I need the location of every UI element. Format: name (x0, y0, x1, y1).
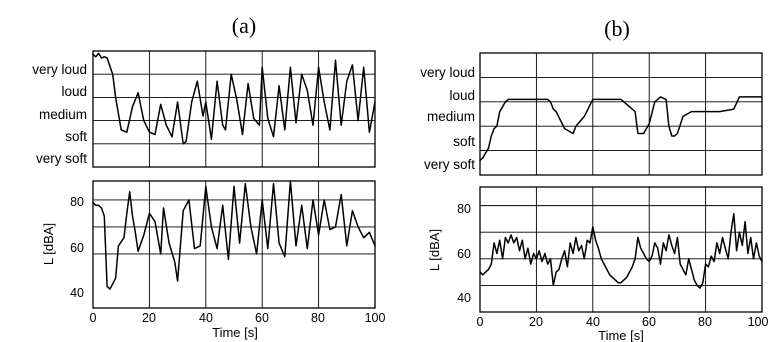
panel-a-level-trace (92, 180, 376, 290)
panel-b-xtick-60: 60 (642, 315, 656, 329)
panel-b-xtick-80: 80 (698, 315, 712, 329)
panel-b-bottom-frame (479, 186, 763, 313)
panel-a-top-grid (93, 51, 375, 167)
panel-b-level-trace (479, 212, 763, 289)
panel-a-loudness-trace (92, 52, 376, 145)
panel-a-xtick-40: 40 (199, 311, 213, 325)
panel-a-top-cat-very-soft: very soft (36, 151, 87, 166)
panel-a-xtick-0: 0 (90, 311, 97, 325)
panel-a-top-cat-soft: soft (65, 129, 87, 144)
panel-b-top-grid (480, 53, 762, 175)
panel-b-ytick-60: 60 (457, 247, 471, 261)
panel-a-xtick-80: 80 (311, 311, 325, 325)
panel-a-xtick-100: 100 (365, 311, 386, 325)
panel-b-ytick-40: 40 (457, 291, 471, 305)
panel-a-ytick-80: 80 (70, 195, 84, 209)
panel-b-loudness-trace (479, 96, 763, 162)
panel-a-bottom-grid (93, 181, 375, 308)
panel-b-bottom-chart: 80 60 40 L [dBA] 0 20 40 60 80 100 Time … (427, 186, 769, 342)
panel-a-bottom-chart: 80 60 40 L [dBA] 0 20 40 60 80 100 Time … (41, 180, 386, 340)
panel-b-xtick-20: 20 (529, 315, 543, 329)
panel-b-xtick-40: 40 (586, 315, 600, 329)
panel-b-top-cat-very-soft: very soft (424, 157, 475, 172)
panel-b-xtick-100: 100 (748, 315, 769, 329)
panel-b-top-chart: very loud loud medium soft very soft (420, 52, 763, 176)
panel-b-ytick-80: 80 (457, 202, 471, 216)
panel-b-top-cat-medium: medium (427, 109, 475, 124)
panel-a-title: (a) (232, 13, 256, 38)
panel-a-ytick-60: 60 (70, 241, 84, 255)
panel-a-top-chart: very loud loud medium soft very soft (32, 50, 376, 168)
panel-a-top-frame (92, 50, 376, 168)
panel-a-ytick-40: 40 (70, 286, 84, 300)
panel-b-top-frame (479, 52, 763, 176)
panel-b-ylabel: L [dBA] (427, 229, 442, 271)
panel-a-top-cat-loud: loud (61, 84, 87, 99)
panel-b-top-cat-very-loud: very loud (420, 65, 475, 80)
panel-a-top-cat-very-loud: very loud (32, 62, 87, 77)
panel-b-xtick-0: 0 (477, 315, 484, 329)
panel-b-top-cat-soft: soft (453, 134, 475, 149)
panel-a-xtick-20: 20 (142, 311, 156, 325)
panel-a-ylabel: L [dBA] (41, 223, 56, 265)
panel-b-title: (b) (604, 16, 630, 41)
panel-a-top-cat-medium: medium (39, 107, 87, 122)
panel-a-xlabel: Time [s] (212, 325, 258, 340)
panel-a-xtick-60: 60 (255, 311, 269, 325)
panel-b-top-cat-loud: loud (449, 88, 475, 103)
panel-b-xlabel: Time [s] (598, 328, 644, 342)
